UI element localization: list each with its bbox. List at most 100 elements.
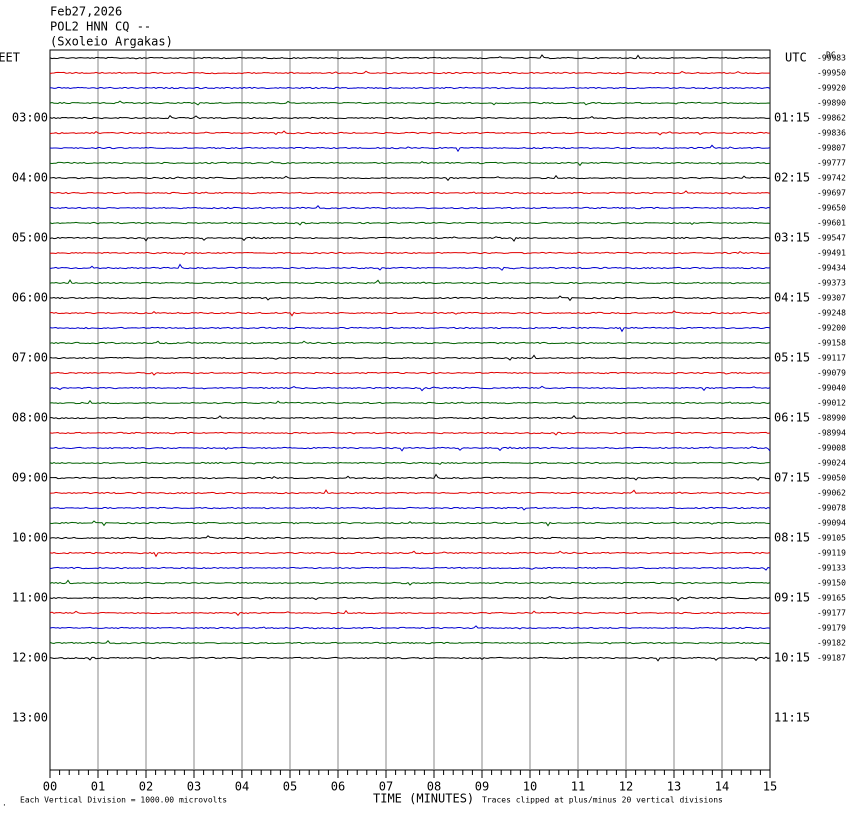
x-tick-label: 12 [619,780,633,794]
trace-offset: -99742 [817,174,846,183]
trace-offset: -99890 [817,99,846,108]
clip-note: Traces clipped at plus/minus 20 vertical… [482,796,723,805]
right-time-label: 07:15 [774,471,810,485]
trace-offset: -99836 [817,129,846,138]
trace [49,130,770,136]
trace-offset: -99079 [817,369,846,378]
trace [49,640,771,645]
left-time-label: 08:00 [12,411,48,425]
trace-offset: -99650 [817,204,846,213]
trace [49,625,771,630]
right-time-label: 05:15 [774,351,810,365]
trace-offset: -99547 [817,234,846,243]
trace [49,263,771,271]
x-tick-label: 00 [43,780,57,794]
trace [49,520,771,527]
trace [49,431,771,436]
trace [49,446,771,452]
x-tick-label: 01 [91,780,105,794]
trace [49,70,770,75]
trace [49,489,771,495]
trace-offset: -98994 [817,429,846,438]
x-tick-label: 14 [715,780,729,794]
trace [49,461,770,466]
right-time-label: 10:15 [774,651,810,665]
x-tick-label: 05 [283,780,297,794]
trace [49,279,771,285]
trace [49,340,771,345]
trace-offset: -99177 [817,609,846,618]
x-tick-label: 04 [235,780,249,794]
trace-offset: -99601 [817,219,846,228]
plot-frame [49,49,771,771]
left-time-label: 13:00 [12,711,48,725]
trace [49,550,771,558]
trace-offset: -99150 [817,579,846,588]
trace-offset: -99158 [817,339,846,348]
trace-offset: -99983 [817,54,846,63]
trace [49,385,771,392]
trace [49,596,771,602]
trace-offset: -99012 [817,399,846,408]
trace [49,174,771,182]
trace-offset: -99040 [817,384,846,393]
right-time-label: 11:15 [774,711,810,725]
trace-offset: -99200 [817,324,846,333]
left-time-label: 09:00 [12,471,48,485]
trace-offset: -99179 [817,624,846,633]
right-time-label: 09:15 [774,591,810,605]
trace-offset: -99307 [817,294,846,303]
trace-offset: -99165 [817,594,846,603]
trace-offset: -98990 [817,414,846,423]
trace [49,371,770,376]
trace [49,144,771,153]
trace [49,160,770,167]
x-tick-label: 10 [523,780,537,794]
x-tick-label: 07 [379,780,393,794]
trace-offset: -99434 [817,264,846,273]
trace-offset: -99105 [817,534,846,543]
header-date: Feb27,2026 [50,5,122,19]
header-site: (Sxoleio Argakas) [50,35,173,49]
trace-offset: -99062 [817,489,846,498]
trace-offset: -99248 [817,309,846,318]
trace-offset: -99807 [817,144,846,153]
trace-offset: -99373 [817,279,846,288]
logo: . [2,799,7,808]
left-time-label: 03:00 [12,111,48,125]
trace [49,399,771,405]
trace [49,86,771,90]
left-time-label: 04:00 [12,171,48,185]
trace [49,190,771,195]
trace-offset: -99187 [817,654,846,663]
trace [49,566,771,571]
trace [49,354,771,361]
trace-offset: -99078 [817,504,846,513]
trace-offset: -99050 [817,474,846,483]
right-time-label: UTC [785,51,807,65]
trace-offset: -99024 [817,459,846,468]
trace-offset: -99008 [817,444,846,453]
trace-offset: -99697 [817,189,846,198]
trace [49,295,770,302]
trace [49,221,771,226]
trace-offset: -99920 [817,84,846,93]
trace-offset: -99133 [817,564,846,573]
right-time-label: 01:15 [774,111,810,125]
trace [49,100,771,106]
right-time-label: 08:15 [774,531,810,545]
trace [49,250,770,256]
right-time-label: 02:15 [774,171,810,185]
trace-offset: -99117 [817,354,846,363]
x-tick-label: 09 [475,780,489,794]
trace [49,609,771,617]
x-tick-label: 08 [427,780,441,794]
scale-note: Each Vertical Division = 1000.00 microvo… [20,796,227,805]
trace-offset: -99094 [817,519,846,528]
x-tick-label: 02 [139,780,153,794]
trace-offset: -99182 [817,639,846,648]
left-time-label: 11:00 [12,591,48,605]
x-tick-label: 03 [187,780,201,794]
